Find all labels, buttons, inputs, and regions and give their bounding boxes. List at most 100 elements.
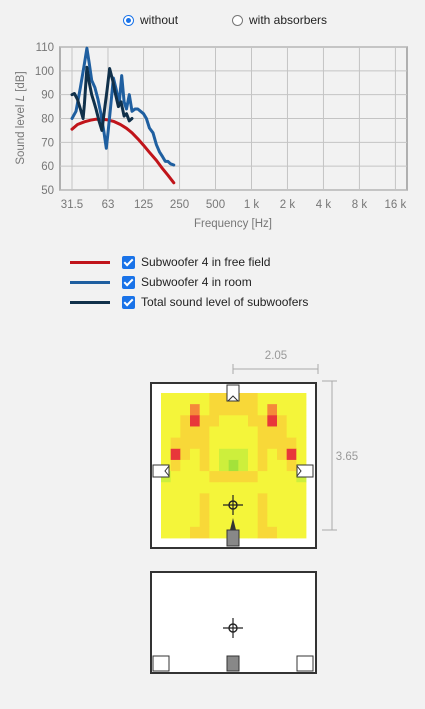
heatmap-cell <box>267 504 278 517</box>
series-line-room <box>70 46 176 167</box>
heatmap-cell <box>228 482 239 494</box>
heatmap-cell <box>199 415 210 427</box>
heatmap-cell <box>286 482 297 494</box>
heatmap-cell <box>180 404 191 416</box>
heatmap-cell <box>219 393 230 405</box>
legend-room[interactable]: Subwoofer 4 in room <box>70 274 252 290</box>
heatmap-cell <box>277 426 288 439</box>
heatmap-cell <box>209 404 220 416</box>
heatmap-cell <box>286 437 297 450</box>
heatmap-cell <box>161 504 172 517</box>
heatmap-cell <box>180 448 191 461</box>
heatmap-cell <box>161 526 172 539</box>
legend-label-free-field: Subwoofer 4 in free field <box>141 255 271 269</box>
heatmap-cell <box>190 482 201 494</box>
heatmap-cell <box>209 526 220 539</box>
radio-without[interactable]: without <box>123 13 178 27</box>
heatmap-cell <box>190 526 201 539</box>
heatmap-cell <box>228 504 239 517</box>
side-subwoofer-icon[interactable] <box>226 655 240 672</box>
heatmap-cell <box>180 426 191 439</box>
heatmap-cell <box>286 504 297 517</box>
radio-with-absorbers[interactable]: with absorbers <box>232 13 327 27</box>
radio-with-absorbers-indicator[interactable] <box>232 14 243 26</box>
heatmap-cell <box>257 471 268 483</box>
heatmap-cell <box>267 404 278 416</box>
heatmap-cell <box>170 393 181 405</box>
speaker-top-icon[interactable] <box>226 384 240 402</box>
side-listener-position-icon[interactable] <box>223 618 243 638</box>
heatmap-cell <box>170 404 181 416</box>
heatmap-cell <box>161 415 172 427</box>
legend-label-total: Total sound level of subwoofers <box>141 295 309 309</box>
speaker-right-icon[interactable] <box>296 464 314 478</box>
heatmap-cell <box>180 415 191 427</box>
checkbox-room[interactable] <box>122 275 135 289</box>
speaker-left-icon[interactable] <box>152 464 170 478</box>
y-tick-label: 80 <box>41 114 54 126</box>
listener-position-icon[interactable] <box>223 495 243 515</box>
heatmap-cell <box>219 426 230 439</box>
heatmap-cell <box>180 482 191 494</box>
heatmap-cell <box>180 471 191 483</box>
heatmap-cell <box>257 415 268 427</box>
heatmap-cell <box>219 526 230 539</box>
heatmap-cell <box>267 493 278 505</box>
heatmap-cell <box>199 426 210 439</box>
heatmap-cell <box>267 426 278 439</box>
heatmap-cell <box>219 459 230 472</box>
heatmap-cell <box>267 448 278 461</box>
subwoofer-icon[interactable] <box>226 518 240 547</box>
heatmap-cell <box>161 515 172 528</box>
heatmap-cell <box>257 504 268 517</box>
heatmap-cell <box>257 493 268 505</box>
heatmap-cell <box>257 426 268 439</box>
heatmap-cell <box>286 459 297 472</box>
y-tick-label: 110 <box>36 42 54 54</box>
heatmap-cell <box>219 504 230 517</box>
x-tick-label: 31.5 <box>61 199 83 211</box>
heatmap-cell <box>219 515 230 528</box>
room-plan-view: 2.05 3.65 <box>150 350 358 549</box>
heatmap-cell <box>248 393 259 405</box>
checkbox-total[interactable] <box>122 295 135 309</box>
y-tick-label: 90 <box>41 90 54 102</box>
side-speaker-left-icon[interactable] <box>152 655 170 672</box>
heatmap-cell <box>277 515 288 528</box>
legend-free-field[interactable]: Subwoofer 4 in free field <box>70 254 270 270</box>
heatmap-cell <box>199 448 210 461</box>
heatmap-cell <box>219 482 230 494</box>
heatmap-cell <box>209 459 220 472</box>
x-tick-label: 63 <box>102 199 115 211</box>
heatmap-cell <box>170 482 181 494</box>
heatmap-cell <box>267 526 278 539</box>
heatmap-cell <box>248 437 259 450</box>
side-speaker-right-icon[interactable] <box>296 655 314 672</box>
heatmap-cell <box>209 393 220 405</box>
legend-total[interactable]: Total sound level of subwoofers <box>70 294 308 310</box>
heatmap-cell <box>248 459 259 472</box>
heatmap-cell <box>248 482 259 494</box>
heatmap-cell <box>257 393 268 405</box>
heatmap-cell <box>161 426 172 439</box>
radio-without-label: without <box>140 13 179 27</box>
heatmap-cell <box>267 515 278 528</box>
heatmap-cell <box>228 426 239 439</box>
heatmap-cell <box>277 448 288 461</box>
heatmap-cell <box>190 493 201 505</box>
heatmap-cell <box>209 448 220 461</box>
heatmap-cell <box>257 459 268 472</box>
radio-without-indicator[interactable] <box>123 14 134 26</box>
heatmap-cell <box>238 493 249 505</box>
heatmap-cell <box>170 437 181 450</box>
legend-swatch-room <box>70 280 110 284</box>
heatmap-cell <box>228 459 239 472</box>
checkbox-free-field[interactable] <box>122 255 135 269</box>
width-dimension-label: 2.05 <box>265 350 287 362</box>
heatmap-cell <box>199 482 210 494</box>
heatmap-cell <box>248 493 259 505</box>
heatmap-cell <box>180 526 191 539</box>
heatmap-cell <box>209 426 220 439</box>
y-tick-label: 100 <box>35 66 54 78</box>
heatmap-cell <box>219 404 230 416</box>
